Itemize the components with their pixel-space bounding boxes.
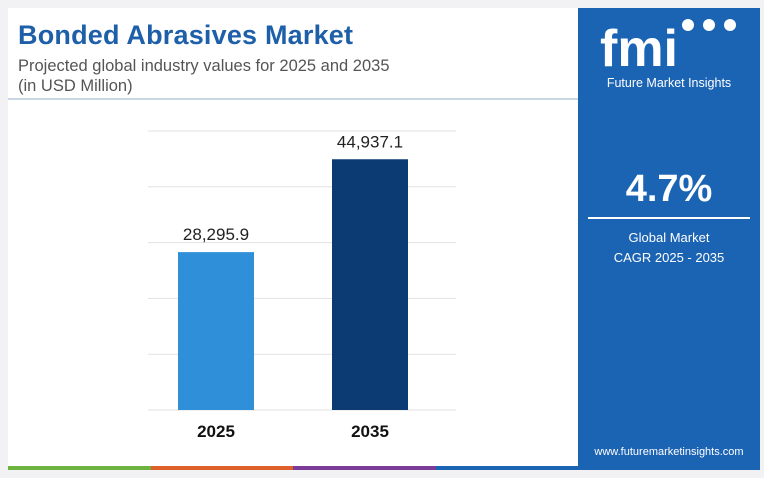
category-label-2035: 2035 [351, 422, 389, 441]
brand-name: Future Market Insights [606, 76, 732, 90]
header-divider [8, 98, 578, 100]
bar-chart: 28,295.9 2025 44,937.1 2035 [148, 130, 456, 441]
bar-2025 [178, 252, 254, 410]
cagr-label: Global Market CAGR 2025 - 2035 [578, 228, 760, 268]
bottom-bar-segment-purple [293, 466, 436, 470]
fmi-logo-text: fmi [600, 20, 678, 73]
cagr-label-line2: CAGR 2025 - 2035 [613, 250, 725, 265]
logo-dot-icon [682, 19, 694, 31]
chart-panel: Bonded Abrasives Market Projected global… [8, 8, 578, 470]
page-subtitle: Projected global industry values for 202… [18, 56, 498, 96]
bar-2035 [332, 159, 408, 410]
cagr-divider [588, 217, 750, 219]
bottom-bar-segment-orange [150, 466, 293, 470]
cagr-value: 4.7% [625, 168, 713, 210]
cagr-label-line1: Global Market [628, 230, 710, 245]
subtitle-line: Projected global industry values for 202… [18, 57, 390, 75]
fmi-logo: fmi [600, 19, 736, 73]
infographic-card: Bonded Abrasives Market Projected global… [8, 8, 760, 470]
value-label-2025: 28,295.9 [183, 225, 249, 244]
bottom-color-bar [8, 466, 578, 470]
page-title: Bonded Abrasives Market [18, 20, 354, 50]
category-label-2025: 2025 [197, 422, 235, 441]
bottom-bar-segment-green [8, 466, 151, 470]
summary-panel: fmi Future Market Insights 4.7% Global M… [578, 8, 760, 470]
website-link[interactable]: www.futuremarketinsights.com [594, 446, 744, 458]
logo-dot-icon [724, 19, 736, 31]
value-label-2035: 44,937.1 [337, 132, 403, 151]
subtitle-unit: (in USD Million) [18, 77, 133, 95]
bottom-bar-segment-blue [435, 466, 578, 470]
logo-dot-icon [703, 19, 715, 31]
